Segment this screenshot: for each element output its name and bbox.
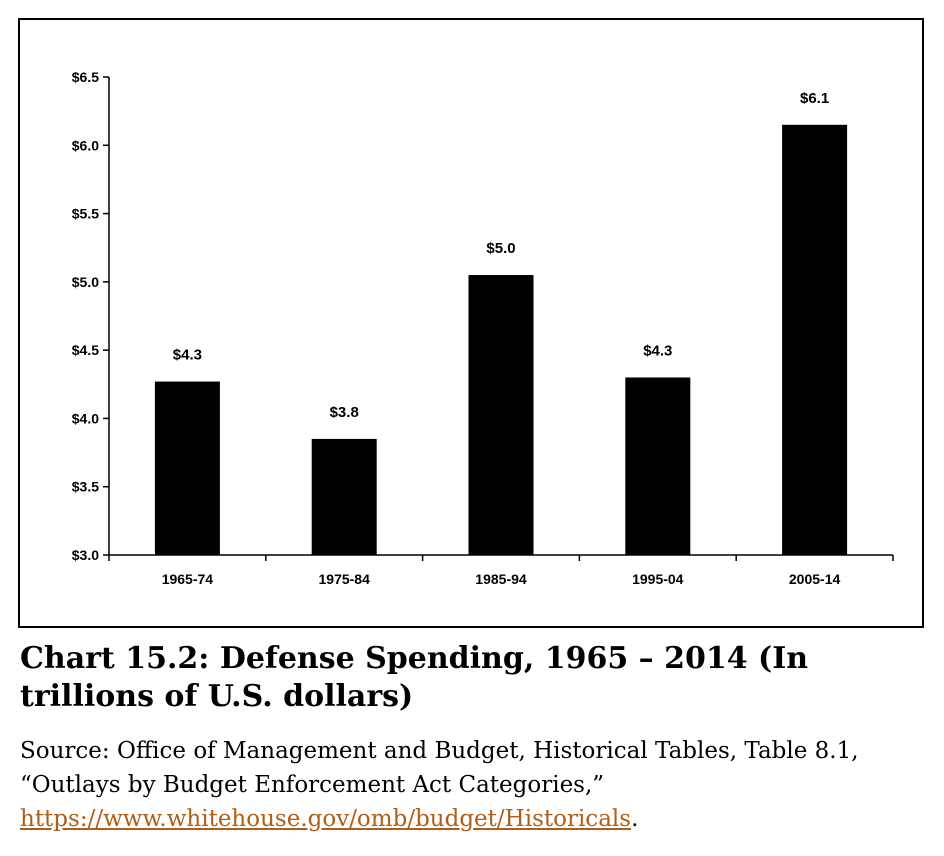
bar-chart: $3.0 $3.5 $4.0 $4.5 $5.0 $5.5 $6.0 $6.5 $4.3 1965… (72, 69, 894, 587)
y-tick-label: $6.0 (72, 137, 99, 153)
x-tick-label: 1995-04 (632, 571, 684, 587)
source-link[interactable]: https://www.whitehouse.gov/omb/budget/Hi… (20, 806, 632, 832)
chart-caption-title: Chart 15.2: Defense Spending, 1965 – 201… (20, 641, 809, 714)
bar-data-label: $4.3 (643, 342, 672, 359)
chart-caption-source: Source: Office of Management and Budget,… (20, 734, 930, 836)
x-tick-label: 1965-74 (162, 571, 214, 587)
y-tick-label: $5.0 (72, 274, 99, 290)
source-text: Source: Office of Management and Budget,… (20, 738, 859, 798)
bar-data-label: $4.3 (173, 347, 202, 364)
bar (311, 438, 377, 555)
bar (154, 381, 220, 555)
y-tick-label: $3.5 (72, 479, 99, 495)
y-tick-label: $3.0 (72, 547, 99, 563)
y-tick-label: $6.5 (72, 69, 99, 85)
chart-frame: $3.0 $3.5 $4.0 $4.5 $5.0 $5.5 $6.0 $6.5 $4.3 1965… (18, 18, 924, 628)
y-tick-label: $5.5 (72, 206, 99, 222)
source-end: . (631, 806, 639, 832)
bar (782, 124, 848, 556)
bar-data-label: $3.8 (330, 404, 359, 421)
bar-data-label: $6.1 (800, 90, 829, 107)
x-tick-label: 2005-14 (789, 571, 841, 587)
x-tick-label: 1975-84 (319, 571, 371, 587)
bar (468, 275, 534, 555)
bar (625, 377, 691, 555)
y-tick-label: $4.0 (72, 410, 99, 426)
x-tick-label: 1985-94 (475, 571, 527, 587)
bar-data-label: $5.0 (486, 240, 515, 257)
y-tick-label: $4.5 (72, 342, 99, 358)
